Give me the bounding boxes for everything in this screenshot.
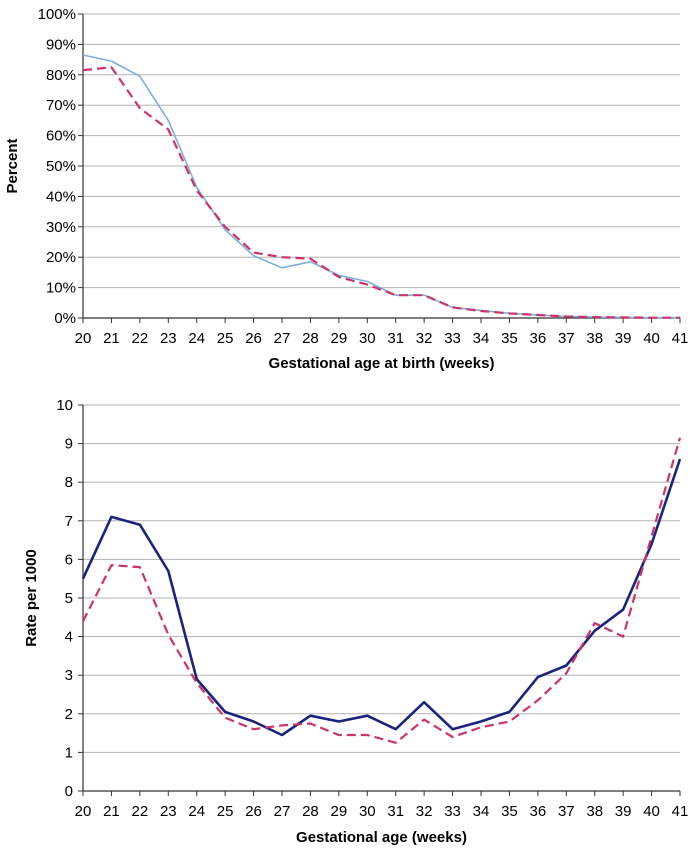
- y-tick-label: 80%: [46, 67, 76, 84]
- x-tick-label: 21: [103, 803, 120, 820]
- y-tick-label: 5: [65, 590, 73, 607]
- series-line-solid: [81, 458, 682, 737]
- y-tick-label: 10: [56, 397, 73, 414]
- x-tick-label: 20: [75, 803, 92, 820]
- y-axis-title: Rate per 1000: [23, 549, 40, 647]
- y-tick-label: 20%: [46, 249, 76, 266]
- x-tick-label: 26: [245, 803, 262, 820]
- x-tick-label: 28: [302, 803, 319, 820]
- x-tick-label: 30: [359, 330, 376, 347]
- y-tick-label: 8: [65, 474, 73, 491]
- x-tick-label: 38: [586, 803, 603, 820]
- x-tick-label: 33: [444, 330, 461, 347]
- y-tick-label: 6: [65, 551, 73, 568]
- x-tick-label: 26: [245, 330, 262, 347]
- x-tick-label: 25: [217, 803, 234, 820]
- x-tick-label: 34: [473, 330, 490, 347]
- x-axis-title: Gestational age (weeks): [296, 829, 467, 846]
- x-tick-label: 38: [586, 330, 603, 347]
- x-tick-label: 39: [615, 803, 632, 820]
- x-tick-label: 36: [530, 803, 547, 820]
- x-tick-label: 35: [501, 330, 518, 347]
- x-tick-label: 25: [217, 330, 234, 347]
- x-tick-label: 32: [416, 803, 433, 820]
- y-tick-label: 30%: [46, 219, 76, 236]
- x-tick-label: 24: [188, 330, 205, 347]
- x-tick-label: 33: [444, 803, 461, 820]
- y-tick-label: 10%: [46, 280, 76, 297]
- x-tick-label: 41: [672, 330, 689, 347]
- y-tick-label: 7: [65, 513, 73, 530]
- y-tick-label: 9: [65, 436, 73, 453]
- x-tick-label: 28: [302, 330, 319, 347]
- x-tick-label: 34: [473, 803, 490, 820]
- x-tick-label: 40: [643, 330, 660, 347]
- x-tick-label: 39: [615, 330, 632, 347]
- y-tick-label: 2: [65, 706, 73, 723]
- series-line-dashed: [82, 437, 682, 744]
- y-tick-label: 3: [65, 667, 73, 684]
- x-tick-label: 41: [672, 803, 689, 820]
- y-tick-label: 4: [65, 629, 73, 646]
- x-tick-label: 31: [387, 803, 404, 820]
- y-tick-label: 1: [65, 744, 73, 761]
- percent-chart: 0% 10% 20% 30% 40% 50% 60% 70% 80% 90% 100% 20 21 22 2…: [4, 6, 688, 372]
- x-tick-label: 35: [501, 803, 518, 820]
- x-tick-label: 32: [416, 330, 433, 347]
- y-tick-label: 0: [65, 783, 73, 800]
- x-tick-label: 20: [75, 330, 92, 347]
- y-tick-label: 70%: [46, 97, 76, 114]
- y-tick-label: 50%: [46, 158, 76, 175]
- y-tick-label: 0%: [54, 310, 76, 327]
- x-axis-title: Gestational age at birth (weeks): [269, 355, 495, 372]
- y-tick-label: 60%: [46, 128, 76, 145]
- y-tick-label: 90%: [46, 36, 76, 53]
- x-tick-label: 27: [274, 330, 291, 347]
- x-tick-label: 37: [558, 803, 575, 820]
- x-tick-label: 21: [103, 330, 120, 347]
- x-tick-label: 27: [274, 803, 291, 820]
- x-tick-label: 23: [160, 330, 177, 347]
- x-tick-label: 22: [132, 330, 149, 347]
- x-tick-label: 40: [643, 803, 660, 820]
- x-tick-label: 23: [160, 803, 177, 820]
- x-tick-label: 37: [558, 330, 575, 347]
- x-tick-label: 29: [331, 803, 348, 820]
- series-line-dashed: [82, 66, 680, 319]
- y-tick-label: 40%: [46, 188, 76, 205]
- x-tick-label: 30: [359, 803, 376, 820]
- x-tick-label: 22: [132, 803, 149, 820]
- y-axis-title: Percent: [4, 138, 21, 193]
- y-tick-label: 100%: [38, 6, 76, 23]
- x-tick-label: 29: [331, 330, 348, 347]
- x-tick-label: 36: [530, 330, 547, 347]
- x-tick-label: 31: [387, 330, 404, 347]
- x-tick-label: 24: [188, 803, 205, 820]
- series-line-solid: [82, 54, 680, 319]
